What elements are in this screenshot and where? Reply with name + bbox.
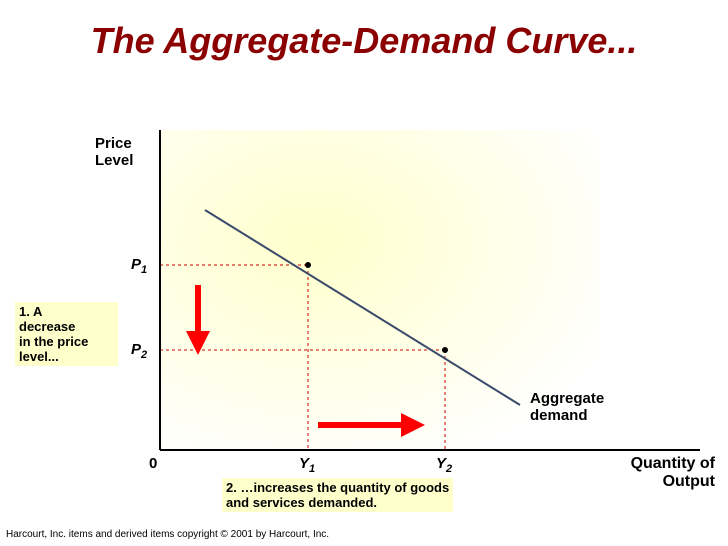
demand-line-label-text: Aggregate demand bbox=[530, 390, 604, 424]
annotation-1-text: 1. Adecreasein the pricelevel... bbox=[19, 304, 88, 364]
copyright-text: Harcourt, Inc. items and derived items c… bbox=[6, 529, 329, 540]
x-axis-label-text: Quantity ofOutput bbox=[631, 455, 715, 490]
y-axis-label-text: PriceLevel bbox=[95, 135, 133, 169]
y-tick-p2: P2 bbox=[131, 341, 147, 361]
annotation-price-decrease: 1. Adecreasein the pricelevel... bbox=[15, 302, 118, 366]
demand-line-label: Aggregate demand bbox=[530, 390, 604, 424]
annotation-quantity-increase: 2. …increases the quantity of goodsand s… bbox=[222, 478, 453, 512]
x-axis-label: Quantity ofOutput bbox=[580, 455, 715, 491]
x-tick-y1: Y1 bbox=[299, 455, 315, 475]
x-tick-y2: Y2 bbox=[436, 455, 452, 475]
annotation-2-text: 2. …increases the quantity of goodsand s… bbox=[226, 480, 449, 510]
origin-label: 0 bbox=[149, 455, 157, 472]
y-axis-label: PriceLevel bbox=[95, 135, 133, 169]
y-tick-p1: P1 bbox=[131, 256, 147, 276]
